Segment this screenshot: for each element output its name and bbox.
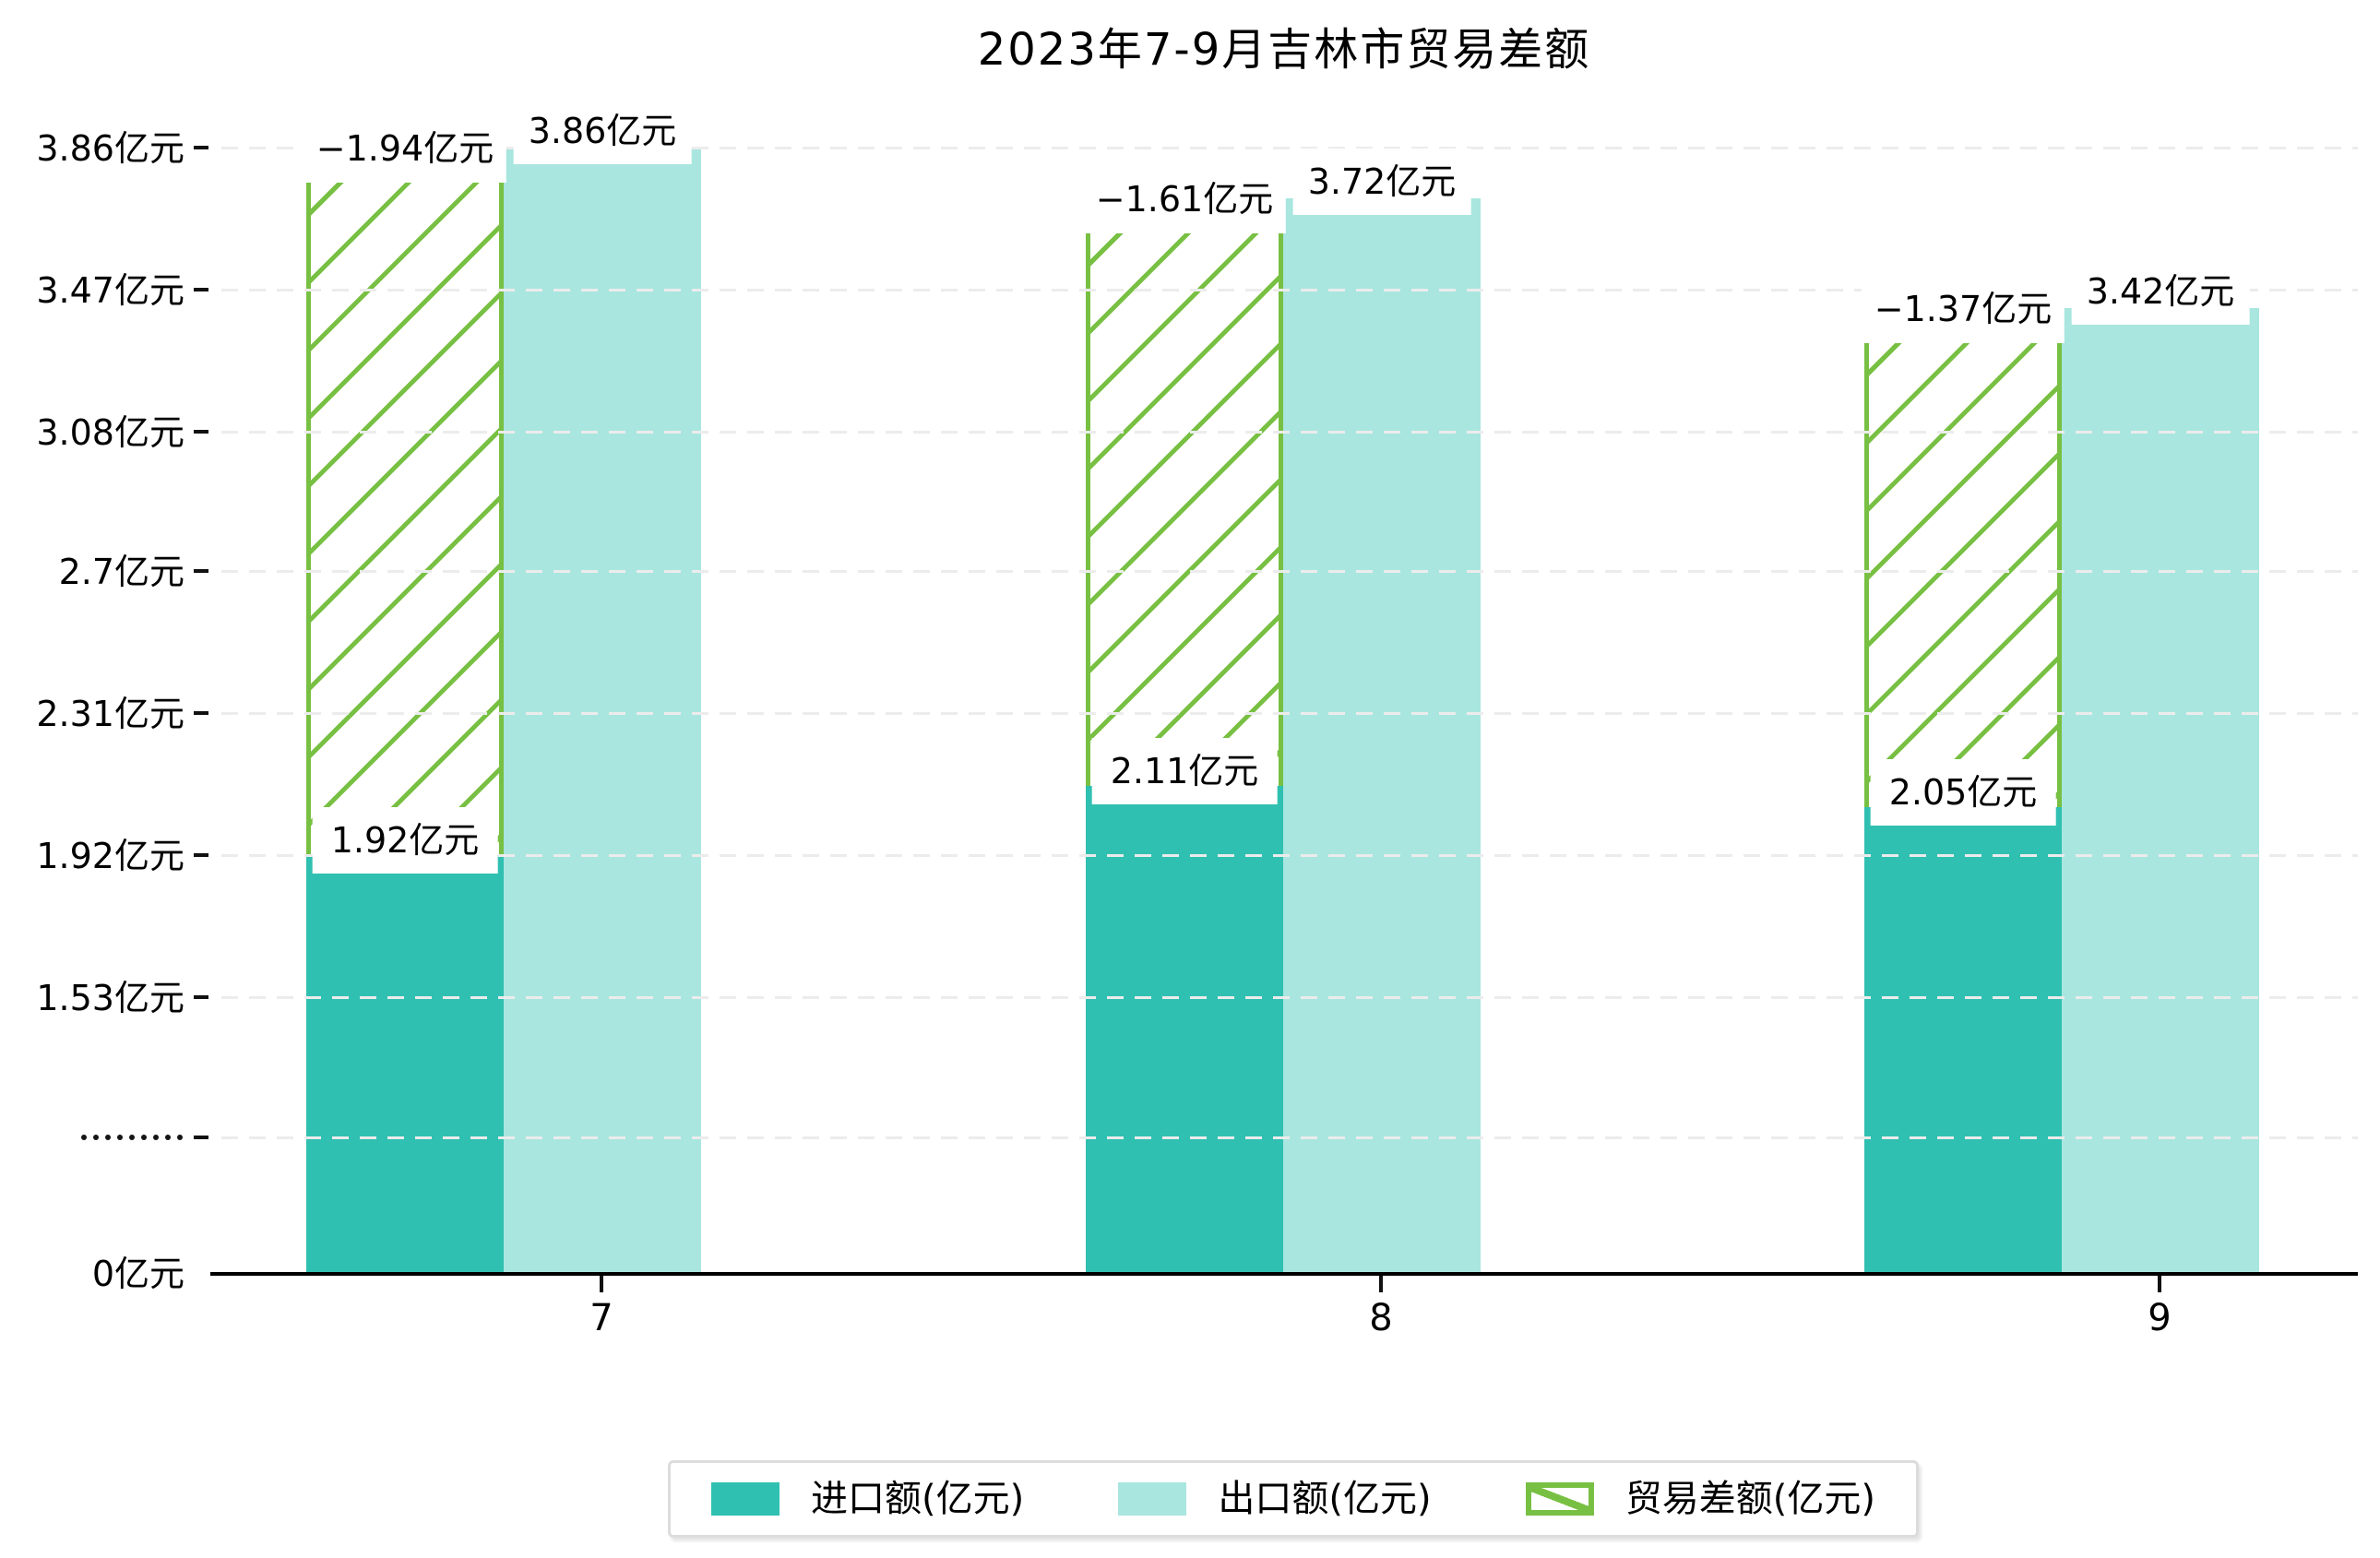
y-axis-tick [194,711,208,715]
export-value-label: 3.42亿元 [2071,258,2250,325]
gridline [221,996,2358,999]
import-value-label: 2.05亿元 [1870,759,2056,826]
y-axis-label: 3.86亿元 [36,128,184,169]
y-axis-tick [194,430,208,434]
legend-label: 贸易差额(亿元) [1624,1478,1875,1520]
y-axis-tick [194,288,208,291]
y-axis-tick [194,995,208,999]
legend-label: 出口额(亿元) [1218,1478,1432,1520]
gridline [221,854,2358,857]
x-axis-tick [1379,1276,1383,1292]
y-axis-label: 2.31亿元 [36,694,184,734]
y-axis-label: 3.47亿元 [36,270,184,311]
import-bar[interactable] [1086,786,1283,1274]
import-bar[interactable] [1864,807,2062,1274]
trade-balance-bar[interactable] [1864,308,2062,807]
gridline [221,289,2358,291]
gridline [221,147,2358,149]
balance-hatched-swatch-icon [1525,1482,1594,1516]
x-axis-label: 7 [589,1297,613,1339]
y-axis-label: 3.08亿元 [36,412,184,453]
y-axis-tick [194,569,208,573]
export-bar[interactable] [504,148,701,1274]
import-swatch-icon [711,1482,779,1516]
y-axis-label-zero: 0亿元 [91,1254,184,1294]
x-axis-label: 8 [1369,1297,1393,1339]
trade-balance-bar[interactable] [1086,198,1283,786]
gridline [221,712,2358,715]
export-value-label: 3.72亿元 [1292,149,1471,215]
y-axis-tick [194,853,208,857]
legend-item[interactable]: 进口额(亿元) [711,1481,1024,1517]
y-axis-tick [194,146,208,149]
legend-label: 进口额(亿元) [811,1478,1025,1520]
trade-balance-bar[interactable] [306,148,504,855]
x-axis-tick [600,1276,603,1292]
y-axis-break-symbol [81,1135,183,1140]
balance-value-label: −1.94亿元 [303,114,507,183]
gridline [221,431,2358,434]
export-bar[interactable] [1283,198,1481,1274]
export-bar[interactable] [2062,308,2259,1274]
y-axis-label: 1.92亿元 [36,836,184,876]
balance-value-label: −1.61亿元 [1082,165,1287,233]
export-value-label: 3.86亿元 [513,98,692,164]
y-axis-label: 2.7亿元 [58,552,184,592]
gridline [221,570,2358,573]
y-axis-tick [194,1136,208,1139]
x-axis-line [210,1272,2358,1276]
balance-value-label: −1.37亿元 [1861,275,2065,343]
legend: 进口额(亿元) 出口额(亿元) 贸易差额(亿元) [668,1460,1919,1538]
chart-title: 2023年7-9月吉林市贸易差额 [977,24,1591,76]
import-value-label: 2.11亿元 [1091,738,1278,804]
y-axis-label: 1.53亿元 [36,978,184,1018]
x-axis-tick [2158,1276,2161,1292]
legend-item[interactable]: 出口额(亿元) [1118,1478,1432,1520]
import-value-label: 1.92亿元 [312,807,498,874]
export-swatch-icon [1118,1482,1187,1516]
gridline [221,1136,2358,1139]
legend-item[interactable]: 贸易差额(亿元) [1525,1478,1875,1520]
import-bar[interactable] [306,855,504,1274]
x-axis-label: 9 [2148,1297,2172,1339]
